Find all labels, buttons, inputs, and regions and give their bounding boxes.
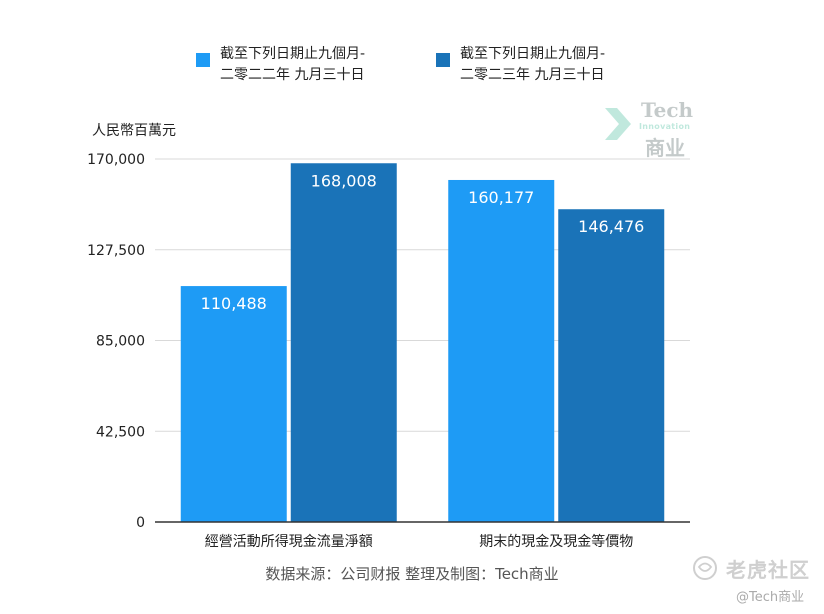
bar-1-1 — [558, 209, 665, 522]
watermark-sub-text: @Tech商业 — [736, 590, 805, 605]
watermark-main-text: 老虎社区 — [726, 558, 810, 582]
legend-label-2022: 截至下列日期止九個月- 二零二二年 九月三十日 — [220, 46, 366, 83]
tiger-icon — [693, 556, 717, 580]
bar-value-label-1-0: 160,177 — [468, 188, 534, 207]
bar-value-label-0-0: 110,488 — [201, 294, 267, 313]
x-category-label-0: 經營活動所得現金流量淨額 — [205, 533, 373, 550]
legend-item-2022: 截至下列日期止九個月- 二零二二年 九月三十日 — [196, 44, 365, 86]
x-category-label-1: 期末的現金及現金等價物 — [479, 533, 633, 550]
y-tick-label-2: 85,000 — [96, 334, 145, 350]
legend-swatch-2022 — [196, 53, 210, 67]
bar-1-0 — [448, 179, 555, 523]
logo-text-shangye: 商业 — [645, 136, 685, 160]
logo-chevron-icon — [605, 108, 631, 140]
legend: 截至下列日期止九個月- 二零二二年 九月三十日 截至下列日期止九個月- 二零二三… — [0, 44, 824, 88]
y-tick-label-4: 170,000 — [87, 152, 145, 168]
y-axis-unit-label: 人民幣百萬元 — [92, 123, 176, 139]
bar-0-0 — [180, 286, 287, 522]
y-tick-label-1: 42,500 — [96, 424, 145, 440]
y-tick-label-3: 127,500 — [87, 243, 145, 259]
logo-text-innovation: Innovation — [639, 122, 691, 131]
bar-value-label-0-1: 168,008 — [311, 171, 377, 190]
bar-0-1 — [290, 163, 397, 522]
bar-value-label-1-1: 146,476 — [578, 217, 644, 236]
y-tick-label-0: 0 — [136, 515, 145, 531]
legend-label-2023: 截至下列日期止九個月- 二零二三年 九月三十日 — [460, 46, 606, 83]
source-note: 数据来源：公司财报 整理及制图：Tech商业 — [265, 565, 559, 583]
logo-text-tech: Tech — [641, 98, 694, 122]
legend-swatch-2023 — [436, 53, 450, 67]
legend-item-2023: 截至下列日期止九個月- 二零二三年 九月三十日 — [436, 44, 605, 86]
watermark: 老虎社区 @Tech商业 — [690, 554, 820, 608]
tech-innovation-logo: Tech Innovation 商业 — [603, 96, 703, 160]
